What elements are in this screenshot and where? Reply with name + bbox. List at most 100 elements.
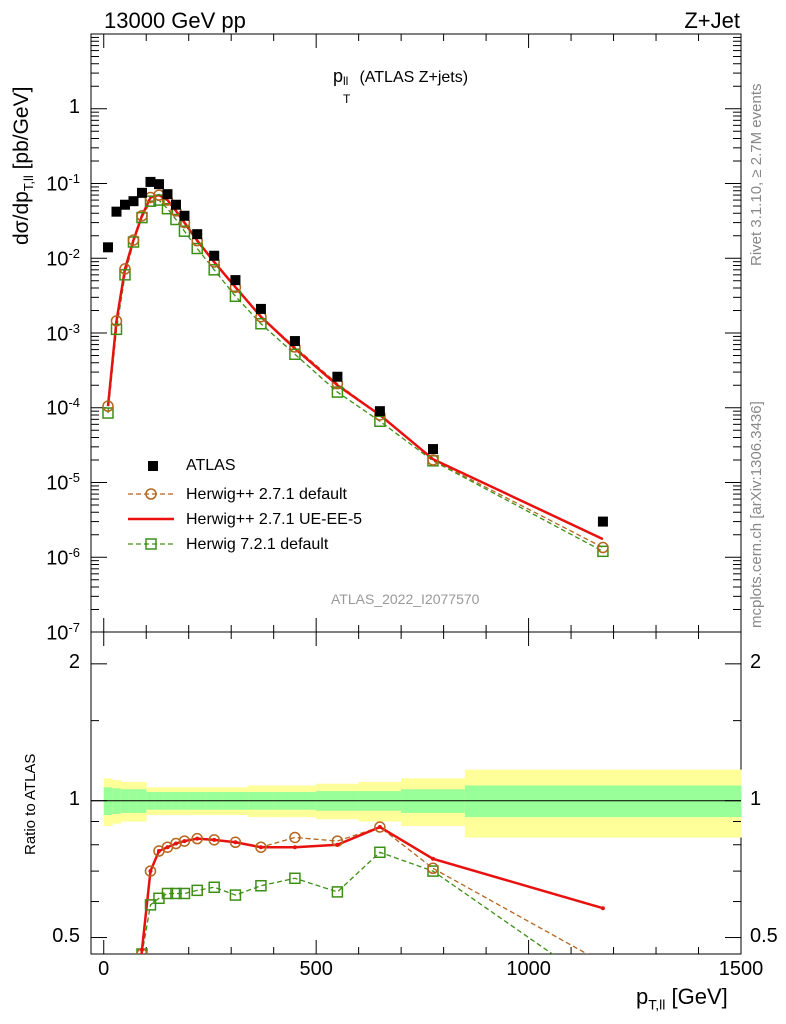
- ratio-herwig7-default-point: [229, 889, 242, 901]
- ratio-herwig7-default-point: [598, 984, 608, 994]
- atlas-data-point: [374, 406, 385, 417]
- atlas-data-point: [128, 196, 139, 207]
- ratio-herwigpp-ueee5-point: [156, 849, 161, 854]
- main-y-tick-label: 10-5: [46, 470, 80, 495]
- atlas-data-point: [209, 250, 220, 261]
- herwig7-default-point: [119, 269, 131, 281]
- header-left: 13000 GeV pp: [104, 8, 246, 33]
- ratio-herwigpp-default-point: [191, 832, 203, 845]
- main-y-tick-label-exponent: -4: [68, 395, 80, 411]
- ratio-uncertainty-bands: [103, 769, 742, 838]
- atlas-data-point: [145, 176, 156, 187]
- ratio-herwigpp-ueee5-point: [233, 840, 238, 845]
- ratio-herwigpp-ueee5-point: [600, 906, 605, 911]
- x-axis-label-unit: [GeV]: [665, 984, 728, 1009]
- x-tick-label: 1500: [718, 957, 764, 980]
- main-y-tick-label-exponent: -5: [68, 470, 80, 486]
- main-y-tick-label: 10-6: [46, 544, 80, 570]
- legend-icon-atlas: [148, 461, 158, 471]
- ratio-herwigpp-ueee5-point: [165, 845, 170, 850]
- atlas-data-point: [179, 210, 190, 221]
- y-axis-label-ratio: Ratio to ATLAS: [22, 753, 39, 855]
- ratio-herwig7-default-point: [331, 886, 344, 898]
- ratio-herwigpp-ueee5-point: [335, 842, 340, 847]
- legend-label-atlas: ATLAS: [186, 457, 236, 474]
- plot-title-symbol: p: [333, 66, 344, 86]
- main-y-tick-label: 10-4: [46, 395, 80, 420]
- main-series: [102, 176, 609, 558]
- ratio-herwigpp-ueee5-line: [140, 825, 604, 954]
- ratio-herwigpp-ueee5-point: [430, 856, 435, 861]
- main-y-tick-label-exponent: -1: [68, 171, 80, 187]
- atlas-data-point: [102, 242, 113, 253]
- legend-label-herwigpp-default: Herwig++ 2.7.1 default: [186, 486, 347, 503]
- atlas-data-point: [427, 444, 438, 455]
- ratio-herwigpp-ueee5-point: [173, 841, 178, 846]
- ratio-herwigpp-default-point: [229, 836, 242, 849]
- ratio-y-tick-label-right: 0.5: [750, 925, 778, 948]
- y-axis-label-main: dσ/dpT,ll [pb/GeV]: [10, 87, 36, 245]
- herwig7-default-point: [208, 264, 220, 276]
- herwig7-default-point: [289, 348, 301, 360]
- ratio-herwigpp-default-line: [141, 826, 589, 954]
- ratio-axis-ticks: [91, 632, 742, 954]
- legend-label-herwig7-default: Herwig 7.2.1 default: [186, 536, 329, 553]
- herwig7-default-point: [102, 407, 114, 419]
- herwig7-default-point: [597, 545, 609, 558]
- ratio-herwigpp-default-point: [289, 831, 301, 844]
- legend-icon-herwig7-default-marker: [145, 538, 157, 550]
- y-axis-label-main-unit: [pb/GeV]: [10, 86, 33, 176]
- atlas-data-point: [170, 199, 181, 210]
- herwigpp-default-point: [597, 541, 609, 554]
- ratio-herwig7-default-point: [178, 887, 191, 900]
- legend-label-herwigpp-ueee5: Herwig++ 2.7.1 UE-EE-5: [186, 511, 363, 528]
- atlas-data-point: [597, 516, 608, 527]
- herwig7-default-point: [178, 225, 191, 237]
- main-y-tick-label: 1: [68, 96, 80, 119]
- ratio-y-tick-label-right: 2: [750, 651, 762, 674]
- ratio-herwig7-default-point: [161, 887, 174, 900]
- ratio-herwigpp-ueee5-point: [182, 839, 187, 844]
- herwigpp-default-point: [102, 400, 114, 412]
- x-axis-label-text: p: [636, 984, 649, 1009]
- plot-title: p ll T (ATLAS Z+jets): [333, 66, 469, 106]
- ratio-herwig7-default-point: [144, 899, 157, 911]
- ratio-herwig7-default-point: [289, 872, 301, 885]
- ratio-herwig7-default-point: [191, 884, 203, 897]
- atlas-data-point: [255, 303, 266, 314]
- ratio-herwigpp-default-point: [598, 958, 608, 968]
- legend-icon-herwigpp-default-marker: [145, 488, 157, 500]
- x-tick-label: 500: [299, 957, 333, 980]
- atlas-data-point: [192, 229, 203, 240]
- ratio-herwigpp-ueee5-point: [195, 836, 200, 841]
- main-y-tick-label: 10-3: [46, 320, 80, 346]
- atlas-data-point: [111, 206, 122, 217]
- herwigpp-ueee5-line: [106, 193, 604, 541]
- ratio-herwigpp-ueee5-point: [148, 869, 153, 874]
- main-y-tick-label: 10-1: [46, 171, 80, 196]
- atlas-data-point: [289, 336, 300, 347]
- ratio-herwig7-default-point: [208, 881, 220, 894]
- ratio-y-tick-label-right: 1: [750, 788, 762, 811]
- ratio-herwigpp-default-point: [178, 835, 191, 847]
- herwig7-default-point: [110, 323, 123, 336]
- herwigpp-default-line: [107, 194, 604, 549]
- herwigpp-default-point: [136, 210, 148, 222]
- main-y-tick-label: 10-2: [46, 245, 80, 271]
- ratio-y-tick-label: 1: [68, 788, 80, 811]
- ratio-herwig7-default-point: [170, 887, 182, 900]
- x-axis-label-sub: T,ll: [648, 996, 666, 1013]
- main-y-tick-label-exponent: -3: [68, 320, 80, 336]
- plot-title-sub: T: [343, 92, 351, 106]
- ratio-band-inner: [464, 785, 742, 818]
- herwigpp-default-point: [427, 454, 439, 466]
- herwig7-default-point: [144, 195, 157, 207]
- plot-title-rest: (ATLAS Z+jets): [355, 69, 469, 86]
- ratio-herwigpp-default-point: [374, 821, 386, 833]
- ratio-herwigpp-ueee5-point: [377, 825, 382, 830]
- main-y-tick-label-exponent: -6: [68, 544, 80, 560]
- legend-icons: [128, 461, 174, 550]
- x-tick-label: 1000: [506, 957, 551, 980]
- herwigpp-default-point: [110, 315, 123, 327]
- atlas-data-point: [230, 275, 241, 286]
